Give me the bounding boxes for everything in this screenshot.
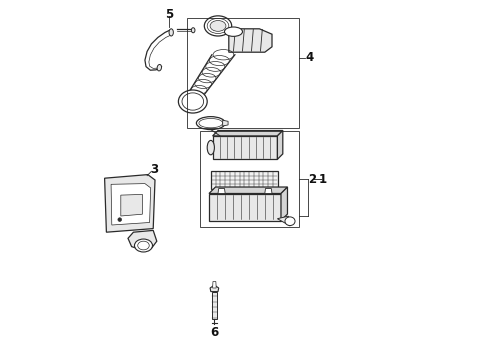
Text: 2: 2 (309, 173, 317, 186)
Polygon shape (222, 120, 228, 126)
Ellipse shape (210, 21, 226, 31)
Text: 4: 4 (305, 51, 313, 64)
Ellipse shape (192, 28, 195, 33)
Ellipse shape (169, 29, 173, 36)
Ellipse shape (285, 217, 295, 225)
Polygon shape (265, 189, 272, 194)
Ellipse shape (204, 16, 232, 36)
Polygon shape (128, 230, 157, 250)
Polygon shape (111, 184, 151, 225)
Ellipse shape (224, 27, 243, 36)
Ellipse shape (178, 90, 207, 113)
Polygon shape (213, 136, 277, 159)
Polygon shape (277, 131, 283, 159)
Text: 6: 6 (210, 327, 219, 339)
Ellipse shape (118, 218, 122, 221)
Text: 1: 1 (318, 173, 327, 186)
Polygon shape (213, 131, 283, 136)
Polygon shape (211, 171, 277, 189)
Polygon shape (209, 187, 288, 194)
Ellipse shape (199, 118, 222, 128)
Text: 5: 5 (165, 8, 173, 21)
Polygon shape (277, 216, 292, 226)
Polygon shape (210, 285, 219, 292)
Ellipse shape (182, 93, 204, 110)
Ellipse shape (157, 64, 162, 71)
Text: 3: 3 (150, 163, 158, 176)
Polygon shape (218, 189, 225, 194)
Ellipse shape (196, 117, 225, 130)
Ellipse shape (207, 18, 229, 33)
Polygon shape (281, 187, 288, 220)
Ellipse shape (138, 241, 149, 250)
Ellipse shape (134, 239, 152, 252)
Polygon shape (229, 29, 272, 52)
Polygon shape (104, 175, 155, 232)
Polygon shape (212, 292, 217, 319)
Ellipse shape (207, 140, 215, 155)
Text: —: — (313, 174, 322, 184)
Polygon shape (209, 194, 281, 220)
Polygon shape (213, 282, 216, 288)
Polygon shape (121, 194, 143, 216)
